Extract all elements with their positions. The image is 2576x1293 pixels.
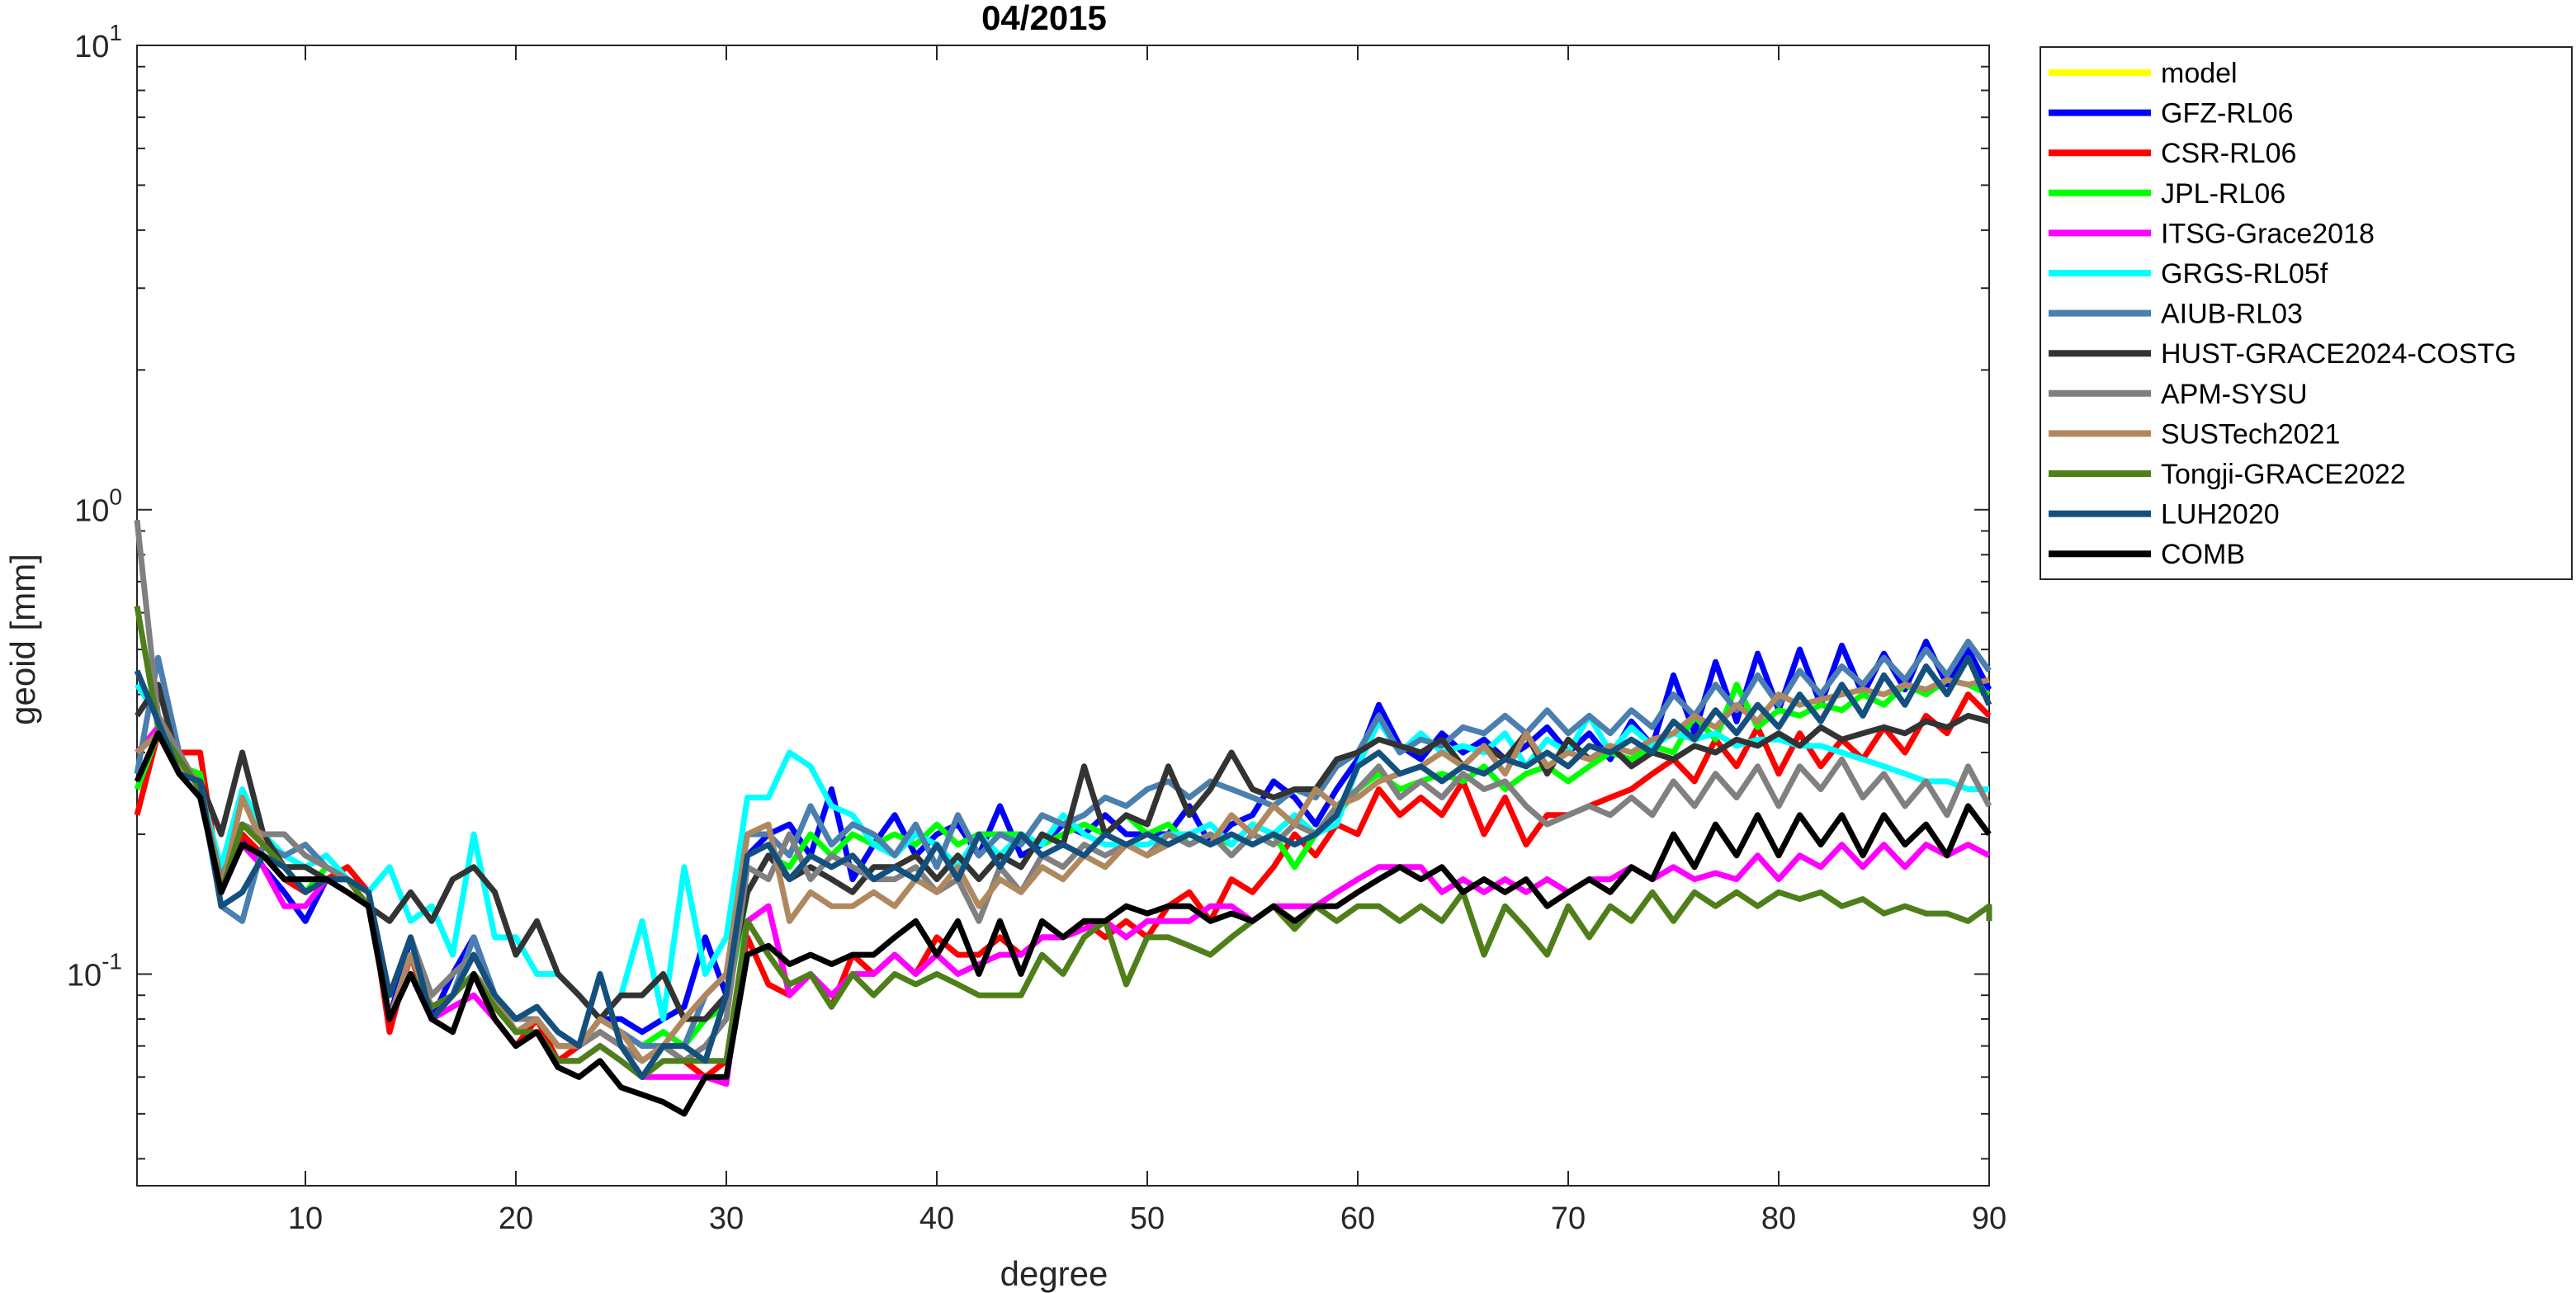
plot-area xyxy=(136,45,1990,1187)
y-axis-label: geoid [mm] xyxy=(3,554,42,725)
x-tick-label: 60 xyxy=(1340,1201,1375,1236)
series-line-grgs-rl05f xyxy=(135,682,1989,1022)
series-line-apm-sysu xyxy=(134,519,1992,1064)
legend-label: CSR-RL06 xyxy=(2161,138,2296,169)
legend-label: ITSG-Grace2018 xyxy=(2161,218,2375,249)
x-tick-label: 10 xyxy=(288,1201,323,1236)
legend-label: model xyxy=(2161,58,2238,89)
legend-label: HUST-GRACE2024-COSTG xyxy=(2161,338,2517,370)
y-tick-label: 100 xyxy=(74,484,122,529)
y-ticks: 10-1 100 101 xyxy=(67,20,1989,993)
legend-label: APM-SYSU xyxy=(2161,379,2308,410)
legend-label: Tongji-GRACE2022 xyxy=(2161,459,2406,490)
series-layer xyxy=(134,519,1992,1117)
legend-items: model GFZ-RL06 CSR-RL06 JPL-RL06 ITSG-Grace2… xyxy=(2049,58,2517,570)
legend-label: AIUB-RL03 xyxy=(2161,299,2303,330)
x-tick-label: 40 xyxy=(919,1201,954,1236)
series-line-luh2020 xyxy=(134,654,1992,1080)
legend-label: JPL-RL06 xyxy=(2161,178,2285,210)
x-tick-label: 50 xyxy=(1130,1201,1165,1236)
legend-label: GFZ-RL06 xyxy=(2161,98,2294,130)
y-tick-label: 10-1 xyxy=(67,948,122,993)
legend-label: COMB xyxy=(2161,539,2245,570)
x-tick-label: 20 xyxy=(499,1201,533,1236)
x-tick-label: 70 xyxy=(1551,1201,1586,1236)
x-ticks: 10 20 30 40 50 60 70 80 90 xyxy=(288,45,2006,1236)
y-tick-label: 101 xyxy=(74,20,122,64)
legend-label: GRGS-RL05f xyxy=(2161,258,2328,290)
x-tick-label: 80 xyxy=(1761,1201,1796,1236)
series-line-comb xyxy=(134,730,1992,1117)
legend: model GFZ-RL06 CSR-RL06 JPL-RL06 ITSG-Grace2… xyxy=(2040,46,2573,580)
x-tick-label: 30 xyxy=(709,1201,744,1236)
x-axis-label: degree xyxy=(1000,1254,1108,1293)
legend-label: SUSTech2021 xyxy=(2161,418,2340,450)
legend-label: LUH2020 xyxy=(2161,499,2280,531)
y-minor-ticks xyxy=(137,65,1989,1160)
x-tick-label: 90 xyxy=(1972,1201,2006,1236)
chart-title: 04/2015 xyxy=(981,0,1107,37)
